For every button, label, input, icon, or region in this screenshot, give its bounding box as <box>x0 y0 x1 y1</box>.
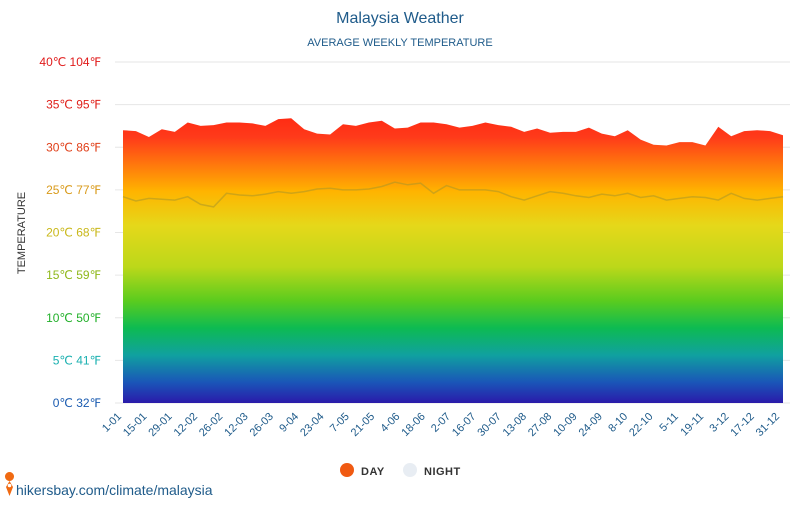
legend-night-label: NIGHT <box>424 466 461 478</box>
x-tick-label: 29-01 <box>146 411 174 439</box>
y-tick-label: 25℃ 77℉ <box>46 183 101 197</box>
legend-item-day[interactable]: DAY <box>340 463 385 478</box>
x-tick-label: 16-07 <box>450 411 478 439</box>
x-tick-label: 15-01 <box>121 411 149 439</box>
x-tick-label: 23-04 <box>298 411 326 439</box>
y-tick-label: 40℃ 104℉ <box>39 55 101 69</box>
y-tick-label: 30℃ 86℉ <box>46 140 101 154</box>
y-tick-label: 20℃ 68℉ <box>46 226 101 240</box>
legend-day-label: DAY <box>361 466 385 478</box>
series-night-line <box>122 181 784 208</box>
y-tick-label: 15℃ 59℉ <box>46 268 101 282</box>
x-tick-label: 12-02 <box>172 411 200 439</box>
plot-area <box>122 118 784 404</box>
x-tick-label: 26-03 <box>248 411 276 439</box>
x-tick-label: 26-02 <box>197 411 225 439</box>
location-pin-icon-hole <box>7 483 12 488</box>
y-tick-label: 0℃ 32℉ <box>53 396 101 410</box>
x-tick-label: 22-10 <box>627 411 655 439</box>
x-tick-label: 13-08 <box>501 411 529 439</box>
y-tick-label: 10℃ 50℉ <box>46 311 101 325</box>
x-tick-label: 12-03 <box>222 411 250 439</box>
y-axis-ticks: 0℃ 32℉ 5℃ 41℉ 10℃ 50℉ 15℃ 59℉ 20℃ 68℉ 25℃ 77℉… <box>39 55 101 410</box>
x-tick-label: 21-05 <box>349 411 377 439</box>
legend-night-swatch <box>403 463 417 477</box>
x-tick-label: 24-09 <box>577 411 605 439</box>
footer-link[interactable]: hikersbay.com/climate/malaysia <box>5 472 213 498</box>
legend-item-night[interactable]: NIGHT <box>403 463 461 478</box>
x-tick-label: 18-06 <box>399 411 427 439</box>
footer-site-text: hikersbay.com/climate/malaysia <box>16 482 213 498</box>
x-tick-label: 19-11 <box>678 411 706 439</box>
y-tick-label: 5℃ 41℉ <box>53 353 101 367</box>
x-tick-label: 31-12 <box>754 411 782 439</box>
chart-title: Malaysia Weather <box>336 10 464 27</box>
chart-subtitle: AVERAGE WEEKLY TEMPERATURE <box>307 37 492 49</box>
x-tick-label: 10-09 <box>551 411 579 439</box>
y-axis-title: TEMPERATURE <box>16 192 28 274</box>
series-day-area <box>123 118 783 404</box>
legend-day-swatch <box>340 463 354 477</box>
x-tick-label: 30-07 <box>475 411 503 439</box>
y-tick-label: 35℃ 95℉ <box>46 98 101 112</box>
x-tick-label: 17-12 <box>728 411 756 439</box>
x-tick-label: 5-11 <box>657 411 680 434</box>
x-tick-label: 27-08 <box>526 411 554 439</box>
legend: DAY NIGHT <box>340 463 461 478</box>
